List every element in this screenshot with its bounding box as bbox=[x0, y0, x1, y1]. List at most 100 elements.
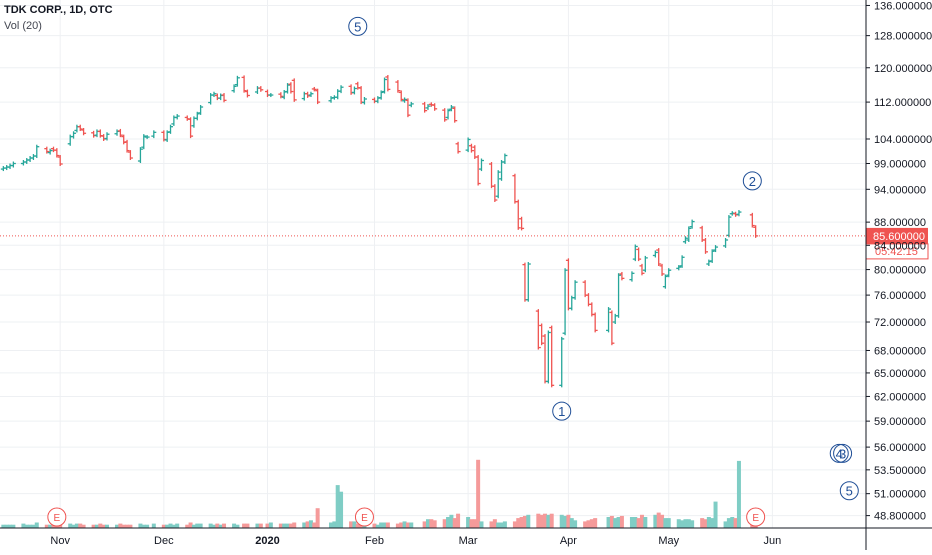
volume-bar bbox=[429, 519, 434, 528]
volume-bar bbox=[409, 522, 414, 528]
volume-bar bbox=[24, 524, 29, 528]
last-price-value: 85.600000 bbox=[873, 231, 925, 243]
volume-bar bbox=[726, 518, 731, 528]
price-axis-label: 72.000000 bbox=[874, 317, 926, 329]
symbol-title[interactable]: TDK CORP., 1D, OTC bbox=[4, 4, 113, 16]
price-axis-label: 88.000000 bbox=[874, 217, 926, 229]
volume-bar bbox=[402, 521, 407, 528]
price-axis-label: 68.000000 bbox=[874, 345, 926, 357]
volume-bar bbox=[31, 524, 36, 528]
volume-bar bbox=[302, 522, 307, 528]
volume-bar bbox=[666, 518, 671, 528]
volume-bar bbox=[288, 523, 293, 528]
earnings-marker bbox=[354, 507, 374, 527]
volume-bar bbox=[472, 519, 477, 528]
volume-bar bbox=[34, 522, 39, 528]
price-axis-label: 112.000000 bbox=[874, 97, 931, 109]
volume-bar bbox=[442, 519, 447, 528]
volume-bar bbox=[476, 459, 481, 528]
volume-bar bbox=[522, 515, 527, 528]
volume-bar bbox=[28, 524, 33, 528]
volume-bar bbox=[656, 512, 661, 528]
volume-bar bbox=[489, 521, 494, 528]
volume-bar bbox=[710, 518, 715, 528]
wave-label-circle bbox=[833, 443, 853, 463]
volume-bar bbox=[94, 524, 99, 528]
volume-bar bbox=[456, 513, 461, 528]
volume-bar bbox=[211, 524, 216, 528]
volume-bar bbox=[639, 514, 644, 528]
wave-label: 3 bbox=[839, 446, 846, 461]
price-axis-label: 51.000000 bbox=[874, 489, 926, 501]
volume-bar bbox=[128, 524, 133, 528]
volume-bar bbox=[479, 521, 484, 528]
volume-bar bbox=[466, 517, 471, 528]
volume-bar bbox=[566, 514, 571, 528]
volume-bar bbox=[11, 524, 16, 528]
price-axis-label: 84.000000 bbox=[874, 240, 926, 252]
volume-bar bbox=[308, 520, 313, 528]
volume-bar bbox=[218, 524, 223, 528]
volume-bar bbox=[385, 522, 390, 528]
volume-bar bbox=[496, 522, 501, 528]
volume-bar bbox=[188, 522, 193, 528]
earnings-marker-label: E bbox=[54, 513, 61, 524]
wave-label-circle bbox=[829, 443, 849, 463]
volume-bar bbox=[141, 524, 146, 528]
volume-bar bbox=[268, 522, 273, 528]
volume-bar bbox=[101, 524, 106, 528]
volume-bar bbox=[613, 518, 618, 528]
volume-bar bbox=[285, 523, 290, 528]
wave-label-circle bbox=[839, 481, 859, 501]
volume-bar bbox=[593, 518, 598, 528]
volume-bar bbox=[636, 518, 641, 528]
volume-bar bbox=[446, 517, 451, 528]
volume-bar bbox=[405, 522, 410, 528]
price-axis-label: 48.800000 bbox=[874, 511, 926, 523]
earnings-marker-label: E bbox=[752, 513, 759, 524]
time-axis-label: 2020 bbox=[255, 535, 279, 547]
volume-bar bbox=[399, 522, 404, 528]
volume-bar bbox=[733, 518, 738, 528]
volume-bar bbox=[58, 524, 63, 528]
volume-bar bbox=[680, 520, 685, 528]
volume-bar bbox=[81, 524, 86, 528]
volume-bar bbox=[700, 518, 705, 528]
volume-bar bbox=[265, 523, 270, 528]
price-axis-label: 65.000000 bbox=[874, 368, 926, 380]
price-axis-label: 136.000000 bbox=[874, 0, 932, 12]
volume-bar bbox=[168, 523, 173, 528]
volume-bar bbox=[569, 518, 574, 528]
grid bbox=[0, 0, 866, 528]
volume-bar bbox=[339, 491, 344, 528]
price-axis-label: 59.000000 bbox=[874, 416, 926, 428]
volume-bar bbox=[198, 523, 203, 528]
price-axis-label: 56.000000 bbox=[874, 442, 926, 454]
volume-bar bbox=[71, 524, 76, 528]
volume-bar bbox=[74, 523, 79, 528]
wave-label: 1 bbox=[558, 404, 565, 419]
volume-bar bbox=[171, 524, 176, 528]
volume-bar bbox=[449, 514, 454, 528]
volume-bar bbox=[452, 518, 457, 528]
volume-bar bbox=[606, 517, 611, 528]
volume-bar bbox=[422, 521, 427, 528]
volume-bar bbox=[352, 521, 357, 528]
volume-indicator-label[interactable]: Vol (20) bbox=[4, 20, 42, 32]
earnings-marker bbox=[47, 507, 67, 527]
volume-bar bbox=[145, 524, 150, 528]
volume-bar bbox=[539, 514, 544, 528]
wave-label: 2 bbox=[749, 174, 756, 189]
volume-bar bbox=[165, 524, 170, 528]
volume-bar bbox=[125, 524, 130, 528]
time-axis-label: Nov bbox=[50, 535, 70, 547]
volume-bar bbox=[730, 517, 735, 528]
price-axis-label: 80.000000 bbox=[874, 265, 926, 277]
time-axis-label: Mar bbox=[459, 535, 478, 547]
price-axis-label: 94.000000 bbox=[874, 184, 926, 196]
volume-bar bbox=[151, 523, 156, 528]
price-axis-label: 120.000000 bbox=[874, 63, 932, 75]
volume-bar bbox=[690, 520, 695, 528]
